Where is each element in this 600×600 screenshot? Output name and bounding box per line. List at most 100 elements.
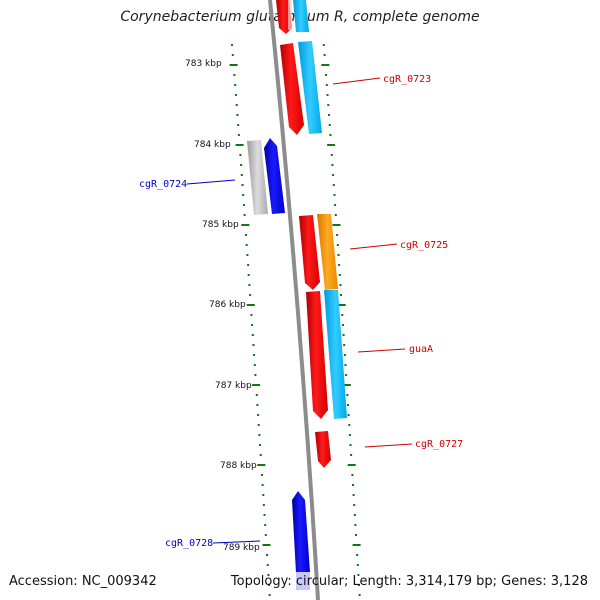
ruler-tick xyxy=(248,284,251,286)
ruler-tick xyxy=(237,134,240,136)
ruler-tick xyxy=(351,474,354,476)
ruler-tick xyxy=(353,504,356,506)
kbp-label: 783 kbp xyxy=(185,59,222,69)
ruler-tick xyxy=(264,534,267,536)
ruler-tick xyxy=(346,394,349,396)
gene-guaA[interactable] xyxy=(306,290,347,419)
ruler-tick xyxy=(262,544,271,546)
ruler-tick xyxy=(251,334,254,336)
ruler-tick xyxy=(332,224,341,226)
ruler-tick xyxy=(325,84,328,86)
accession-text: Accession: NC_009342 xyxy=(9,574,157,589)
ruler-tick xyxy=(358,584,360,586)
ruler-tick xyxy=(338,264,341,266)
ruler-tick xyxy=(247,264,250,266)
ruler-tick xyxy=(242,194,245,196)
ruler-tick xyxy=(237,124,240,126)
gene-label[interactable]: cgR_0724 xyxy=(139,179,187,190)
ruler-tick xyxy=(246,254,249,256)
ruler-tick xyxy=(348,434,351,436)
ruler-tick xyxy=(343,344,346,346)
leader-line xyxy=(212,540,261,544)
ruler-tick xyxy=(358,594,361,596)
ruler-tick xyxy=(235,144,244,146)
inner-ruler xyxy=(229,44,271,596)
ruler-tick xyxy=(231,44,233,46)
ruler-tick xyxy=(330,154,333,156)
ruler-tick xyxy=(264,524,267,526)
gene-label[interactable]: guaA xyxy=(409,344,433,355)
leader-line xyxy=(186,179,236,185)
ruler-tick xyxy=(236,114,239,116)
ruler-tick xyxy=(332,174,335,176)
ruler-tick xyxy=(262,504,265,506)
ruler-tick xyxy=(263,514,266,516)
ruler-tick xyxy=(254,374,257,376)
kbp-label: 784 kbp xyxy=(194,140,231,150)
ruler-tick xyxy=(252,384,261,386)
gene-cgR_0723[interactable] xyxy=(280,41,322,135)
kbp-label: 785 kbp xyxy=(202,220,239,230)
ruler-tick xyxy=(352,484,354,486)
ruler-tick xyxy=(246,304,255,306)
ruler-tick xyxy=(241,224,250,226)
ruler-tick xyxy=(322,44,325,46)
ruler-tick xyxy=(259,444,261,446)
gene-label[interactable]: cgR_0728 xyxy=(165,538,213,549)
genome-backbone xyxy=(268,0,320,600)
ruler-tick xyxy=(253,364,256,366)
ruler-tick xyxy=(332,184,335,186)
ruler-tick xyxy=(342,384,351,386)
ruler-tick xyxy=(338,274,341,276)
ruler-tick xyxy=(249,294,252,296)
gene-cgR_0725[interactable] xyxy=(299,214,338,290)
ruler-tick xyxy=(257,464,266,466)
ruler-tick xyxy=(348,424,351,426)
ruler-tick xyxy=(261,474,263,476)
ruler-tick xyxy=(245,234,247,236)
ruler-tick xyxy=(334,204,337,206)
kbp-label: 789 kbp xyxy=(223,543,260,553)
gene-label[interactable]: cgR_0727 xyxy=(415,439,463,450)
gene-label[interactable]: cgR_0725 xyxy=(400,240,448,251)
ruler-tick xyxy=(241,184,244,186)
ruler-tick xyxy=(257,424,260,426)
ruler-tick xyxy=(234,84,237,86)
gene-cgR_0724[interactable] xyxy=(247,138,285,215)
ruler-tick xyxy=(333,194,336,196)
ruler-tick xyxy=(231,54,234,56)
ruler-tick xyxy=(325,74,328,76)
ruler-tick xyxy=(266,564,269,566)
ruler-tick xyxy=(251,324,254,326)
ruler-tick xyxy=(268,594,271,596)
leader-line xyxy=(364,443,413,448)
ruler-tick xyxy=(339,284,342,286)
ruler-tick xyxy=(262,494,265,496)
ruler-tick xyxy=(261,484,264,486)
ruler-tick xyxy=(356,564,359,566)
ruler-tick xyxy=(347,414,350,416)
ruler-tick xyxy=(242,204,245,206)
ruler-tick xyxy=(229,64,238,66)
ruler-tick xyxy=(334,214,337,216)
gene-cgR_0727[interactable] xyxy=(315,431,331,468)
gene-top-partial xyxy=(276,0,309,34)
ruler-tick xyxy=(323,54,326,56)
ruler-tick xyxy=(340,294,342,296)
ruler-tick xyxy=(245,244,248,246)
kbp-label: 786 kbp xyxy=(209,300,246,310)
ruler-tick xyxy=(233,74,236,76)
ruler-tick xyxy=(347,404,349,406)
ruler-tick xyxy=(247,274,250,276)
ruler-tick xyxy=(354,524,357,526)
ruler-tick xyxy=(357,574,360,576)
ruler-tick xyxy=(352,544,361,546)
kbp-label: 787 kbp xyxy=(215,381,252,391)
gene-label[interactable]: cgR_0723 xyxy=(383,74,431,85)
leader-line xyxy=(332,77,381,85)
ruler-tick xyxy=(253,354,256,356)
ruler-tick xyxy=(328,114,330,116)
gene-cgR_0728[interactable] xyxy=(292,491,310,590)
ruler-tick xyxy=(266,554,269,556)
ruler-tick xyxy=(337,254,340,256)
